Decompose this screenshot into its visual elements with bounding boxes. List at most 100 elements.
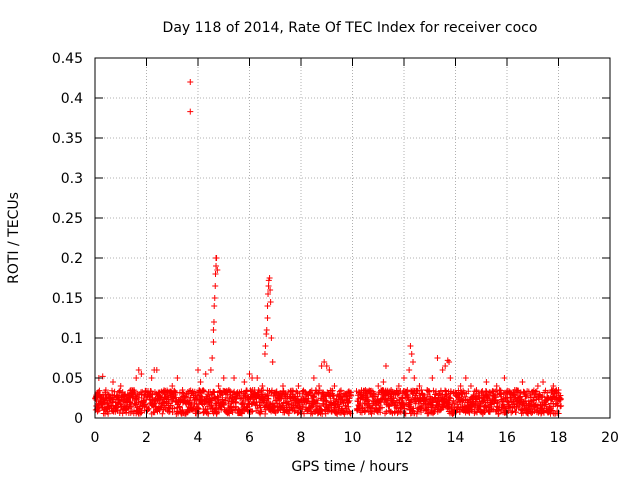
noise-point	[227, 403, 234, 410]
data-point	[140, 395, 147, 401]
noise-point	[348, 389, 355, 396]
noise-point	[176, 403, 183, 410]
noise-point	[95, 407, 102, 414]
noise-point	[377, 409, 384, 416]
data-point	[382, 363, 389, 369]
data-point	[295, 383, 302, 389]
noise-point	[300, 401, 307, 408]
noise-point	[404, 393, 411, 400]
data-point	[540, 379, 547, 385]
data-point	[93, 403, 100, 409]
data-point	[187, 79, 194, 85]
noise-point	[473, 387, 480, 394]
data-point	[209, 355, 216, 361]
data-point	[424, 387, 431, 393]
data-point	[493, 383, 500, 389]
data-point	[473, 399, 480, 405]
noise-point	[413, 410, 420, 417]
data-point	[395, 383, 402, 389]
noise-point	[372, 402, 379, 409]
y-tick-label: 0.3	[61, 171, 83, 187]
data-point	[187, 108, 194, 115]
noise-point	[465, 388, 472, 395]
data-point	[262, 343, 269, 349]
y-tick-label: 0.05	[52, 371, 83, 387]
noise-point	[364, 396, 371, 403]
grid-lines	[95, 58, 610, 418]
data-point	[457, 383, 464, 389]
x-tick-label: 10	[344, 430, 362, 446]
data-point	[117, 383, 124, 389]
data-point	[259, 383, 266, 389]
y-tick-label: 0.4	[61, 91, 83, 107]
noise-point	[374, 408, 381, 415]
data-point	[483, 379, 490, 385]
data-point	[264, 315, 271, 321]
data-point	[192, 391, 199, 397]
data-point	[213, 263, 220, 269]
data-point	[214, 267, 221, 273]
noise-point	[262, 410, 269, 417]
noise-point	[102, 387, 109, 394]
noise-point	[557, 395, 564, 402]
noise-point	[258, 408, 265, 415]
data-point	[534, 383, 541, 389]
y-tick-label: 0.25	[52, 211, 83, 227]
data-point	[225, 387, 232, 393]
noise-point	[468, 407, 475, 414]
noise-point	[301, 410, 308, 417]
data-point	[357, 391, 364, 397]
data-point	[416, 383, 423, 389]
data-point	[102, 407, 109, 413]
noise-point	[238, 401, 245, 408]
noise-point	[270, 402, 277, 409]
data-point	[212, 283, 219, 289]
noise-point	[194, 404, 201, 411]
noise-point	[345, 403, 352, 410]
noise-point	[365, 397, 372, 404]
data-point	[268, 335, 275, 341]
noise-point	[465, 408, 472, 415]
data-point	[122, 403, 129, 409]
noise-point	[533, 388, 540, 395]
data-point	[264, 303, 271, 309]
data-point	[331, 383, 338, 389]
noise-point	[447, 395, 454, 402]
noise-point	[381, 396, 388, 403]
data-point	[210, 327, 217, 333]
noise-point	[226, 410, 233, 417]
noise-point	[323, 398, 330, 405]
data-point	[344, 399, 351, 405]
data-point	[269, 359, 276, 365]
y-tick-label: 0	[74, 411, 83, 427]
noise-point	[131, 388, 138, 395]
data-point	[501, 375, 508, 381]
data-point	[401, 375, 407, 381]
x-tick-label: 18	[550, 430, 568, 446]
noise-point	[531, 408, 538, 415]
data-point	[200, 387, 207, 393]
data-point	[429, 375, 436, 381]
noise-point	[145, 406, 152, 413]
noise-point	[296, 390, 303, 397]
noise-point	[407, 399, 414, 406]
data-point	[367, 391, 374, 397]
data-point	[266, 275, 273, 281]
noise-point	[222, 394, 229, 401]
noise-point	[205, 410, 212, 417]
y-tick-label: 0.1	[61, 331, 83, 347]
y-tick-label: 0.15	[52, 291, 83, 307]
data-point	[246, 371, 253, 377]
noise-point	[314, 397, 321, 404]
noise-point	[408, 404, 415, 411]
noise-point	[539, 393, 546, 400]
data-point	[555, 387, 562, 393]
noise-point	[446, 401, 453, 408]
data-point	[261, 351, 268, 357]
data-point	[241, 379, 248, 385]
data-point	[321, 359, 328, 365]
noise-point	[243, 404, 250, 411]
data-point	[446, 359, 453, 365]
data-point	[197, 379, 204, 385]
data-points	[93, 79, 562, 413]
